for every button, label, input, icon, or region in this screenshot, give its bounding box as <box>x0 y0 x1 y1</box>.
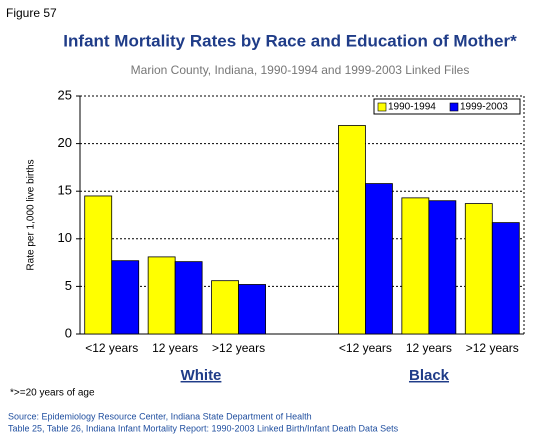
bar <box>211 280 239 335</box>
figure-label: Figure 57 <box>6 6 57 20</box>
y-tick-label: 20 <box>58 135 72 150</box>
legend-box <box>373 98 521 115</box>
bar <box>111 260 140 335</box>
bar <box>174 261 203 335</box>
x-tick-label: 12 years <box>152 341 198 355</box>
legend-label: 1999-2003 <box>460 102 508 113</box>
legend-swatch <box>449 102 459 112</box>
plot-frame <box>79 95 525 335</box>
y-tick-label: 5 <box>65 278 72 293</box>
bar <box>428 200 457 335</box>
bar <box>401 197 430 335</box>
source: Source: Epidemiology Resource Center, In… <box>8 411 312 421</box>
bar <box>84 195 113 335</box>
x-tick-label: <12 years <box>85 341 138 355</box>
y-tick-label: 0 <box>65 325 72 340</box>
source: Table 25, Table 26, Indiana Infant Morta… <box>8 423 399 433</box>
y-tick-label: 25 <box>58 87 72 102</box>
legend-swatch <box>377 102 387 112</box>
group-label: Black <box>409 367 450 384</box>
group-label: White <box>181 367 222 384</box>
bar <box>491 222 520 335</box>
y-tick-label: 15 <box>58 183 72 198</box>
chart-title: Infant Mortality Rates by Race and Educa… <box>63 31 517 50</box>
x-tick-label: <12 years <box>339 341 392 355</box>
y-axis-label: Rate per 1,000 live births <box>26 159 37 270</box>
x-tick-label: >12 years <box>212 341 265 355</box>
legend-label: 1990-1994 <box>388 102 436 113</box>
bar <box>147 256 176 335</box>
footnote: *>=20 years of age <box>10 388 95 399</box>
bar <box>338 125 366 335</box>
bar <box>365 183 393 335</box>
bar <box>464 203 493 335</box>
x-tick-label: >12 years <box>466 341 519 355</box>
x-tick-label: 12 years <box>406 341 452 355</box>
bar <box>238 284 266 335</box>
y-tick-label: 10 <box>58 230 72 245</box>
chart-subtitle: Marion County, Indiana, 1990-1994 and 19… <box>131 63 470 77</box>
